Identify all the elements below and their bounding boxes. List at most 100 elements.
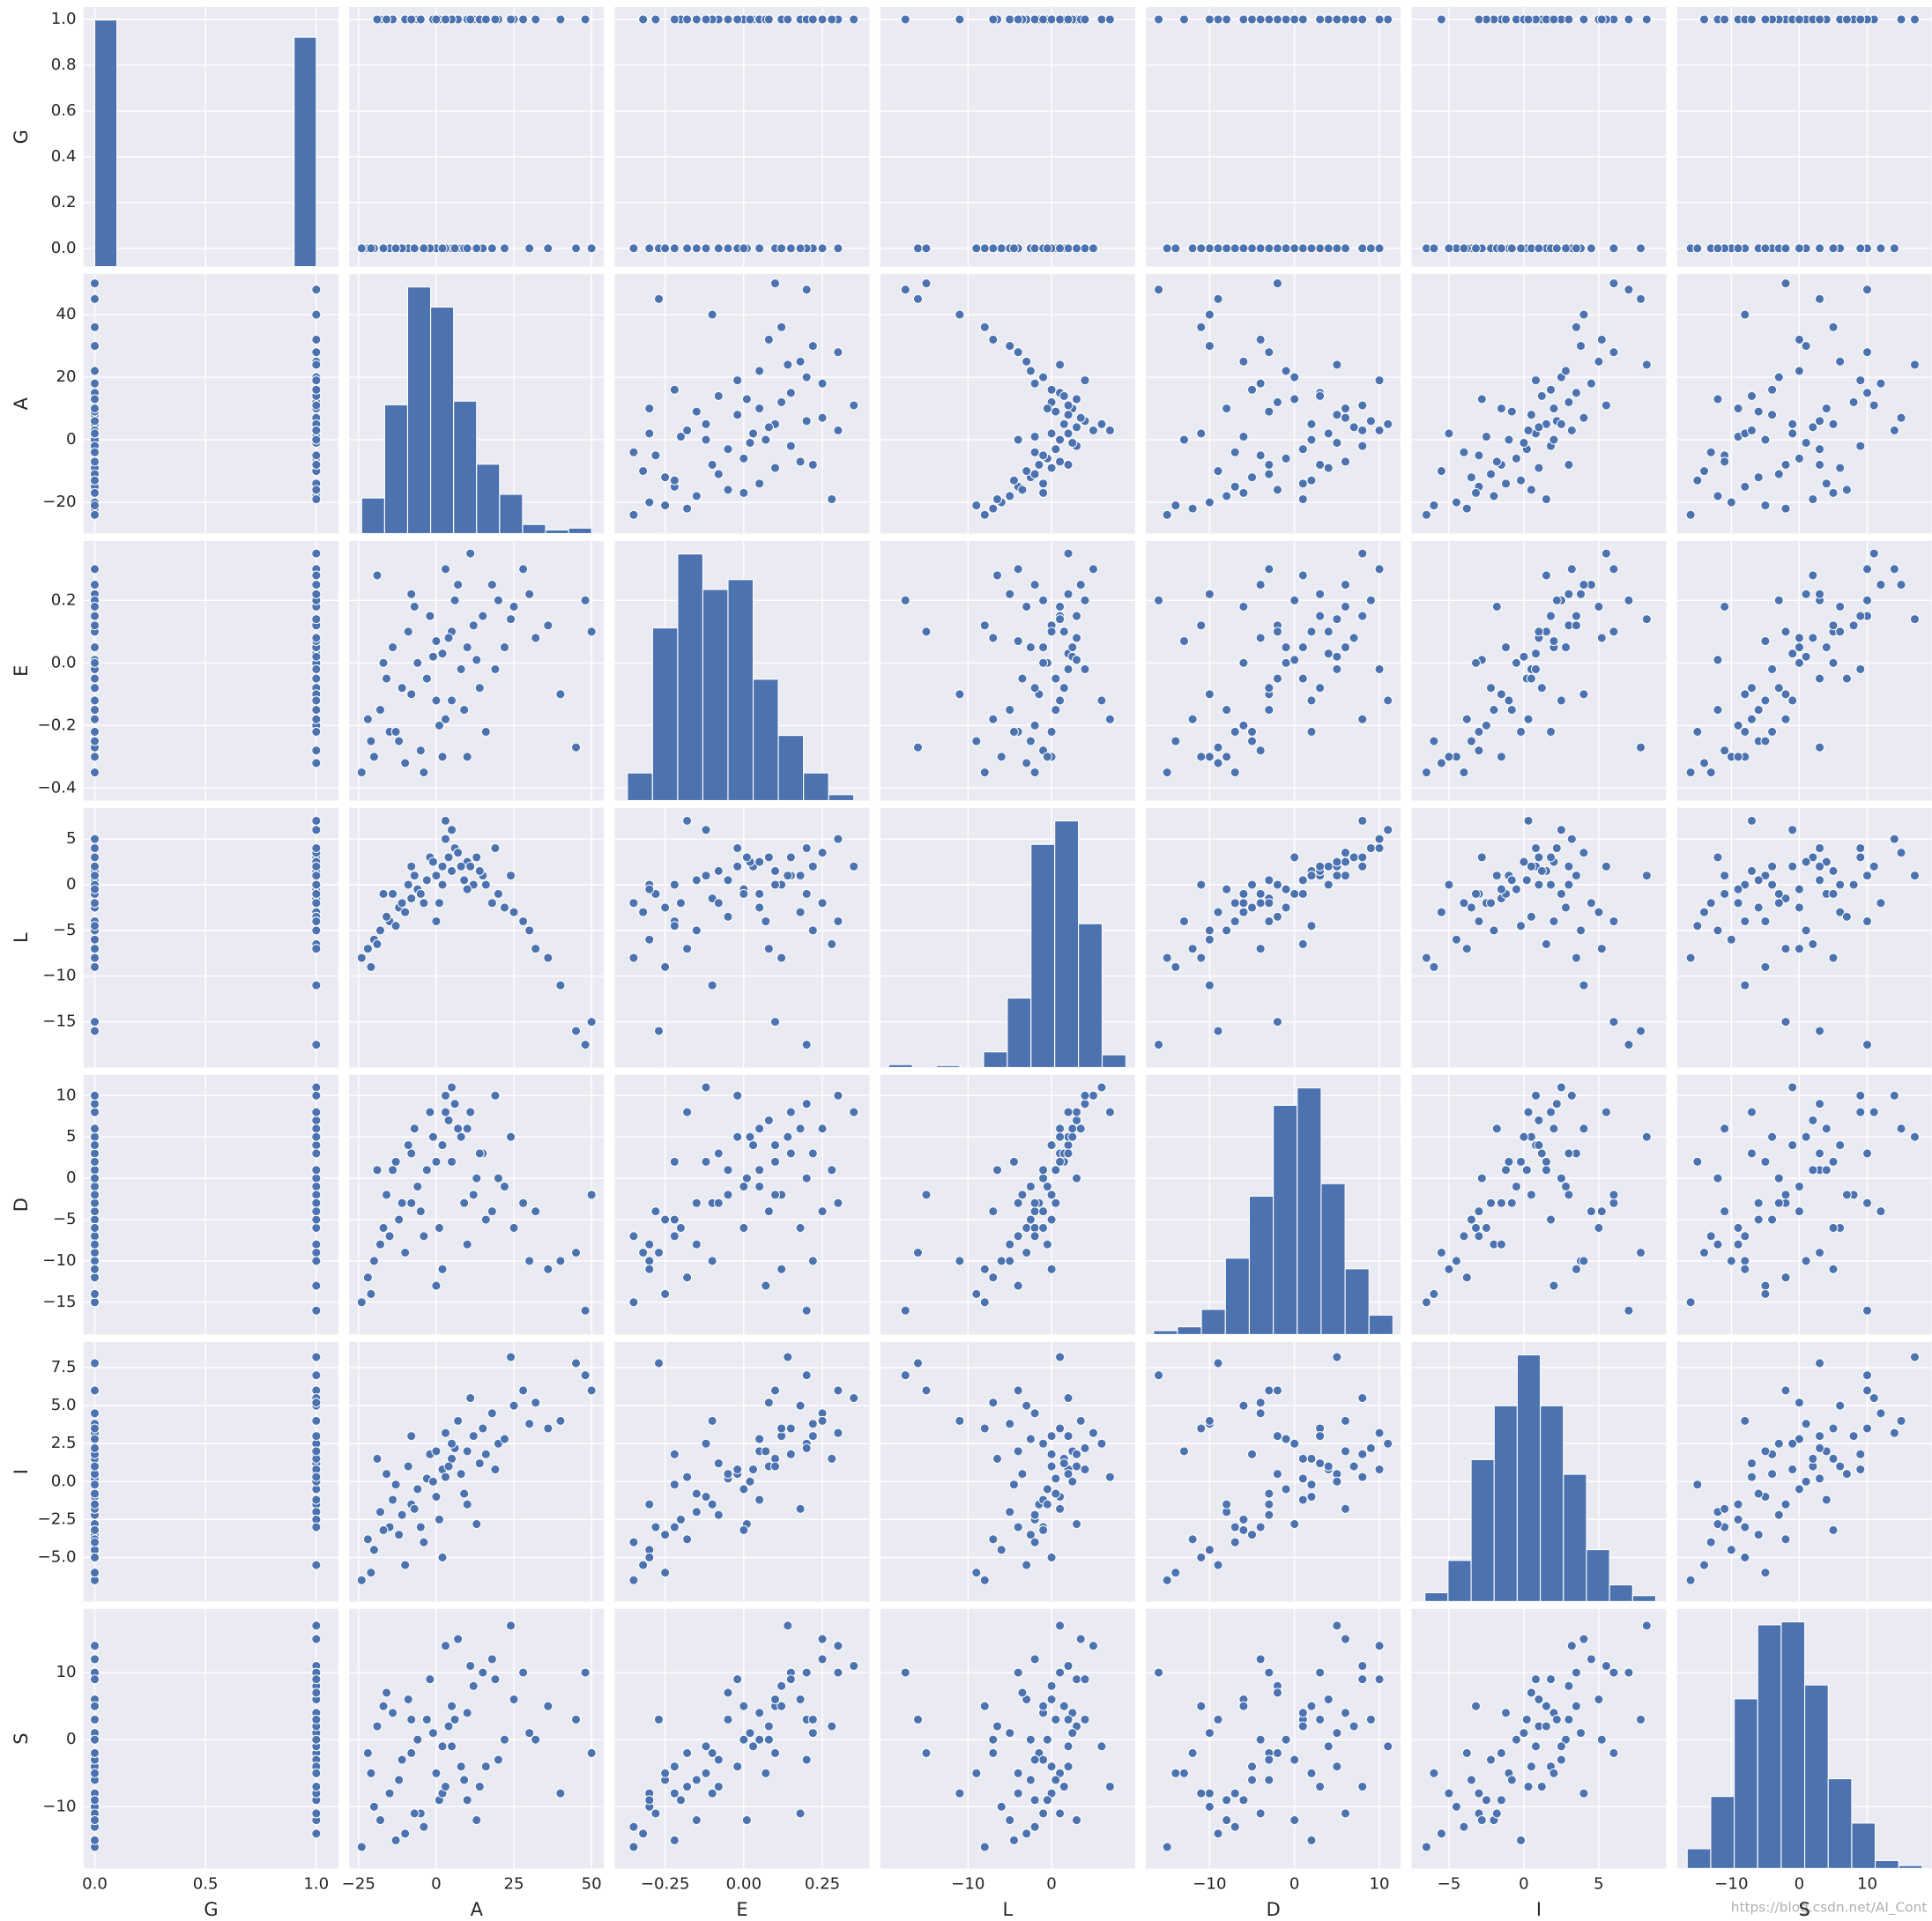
scatter-point [1365, 243, 1376, 254]
scatter-point [1523, 714, 1534, 724]
scatter-point [1516, 1835, 1527, 1845]
scatter-point [1332, 1352, 1342, 1362]
scatter-point [311, 1495, 322, 1505]
scatter-point [543, 1423, 554, 1434]
scatter-point [817, 1415, 828, 1426]
scatter-point [1685, 953, 1696, 963]
scatter-point [89, 1443, 100, 1453]
scatter-point [1264, 1488, 1274, 1499]
scatter-point [701, 825, 711, 835]
scatter-point [89, 1434, 100, 1444]
scatter-point [801, 888, 812, 899]
scatter-point [1315, 243, 1326, 254]
scatter-point [1332, 14, 1342, 25]
scatter-point [311, 1222, 322, 1233]
scatter-point [89, 1288, 100, 1299]
scatter-point [1760, 635, 1771, 646]
scatter-point [1641, 360, 1652, 370]
scatter-point [1323, 1741, 1334, 1752]
scatter-point [1491, 871, 1502, 881]
scatter-point [1861, 916, 1873, 927]
scatter-point [89, 1256, 100, 1266]
scatter-point [1178, 916, 1189, 927]
panel-background [1676, 273, 1932, 534]
scatter-point [409, 1124, 420, 1134]
scatter-point [660, 472, 671, 483]
scatter-point [1780, 1499, 1791, 1509]
scatter-point [421, 1165, 432, 1176]
scatter-point [1571, 1667, 1581, 1678]
scatter-point [1561, 366, 1572, 376]
scatter-point [723, 911, 733, 922]
scatter-point [1067, 438, 1078, 449]
scatter-point [1187, 1747, 1198, 1758]
scatter-point [1042, 1181, 1052, 1192]
scatter-point [763, 1734, 774, 1745]
scatter-point [1740, 309, 1750, 320]
scatter-point [971, 1288, 982, 1299]
scatter-point [1340, 580, 1351, 590]
scatter-point [1055, 1156, 1066, 1167]
scatter-point [732, 1465, 743, 1475]
scatter-point [900, 1370, 910, 1381]
scatter-point [1170, 501, 1181, 511]
scatter-point [1501, 642, 1512, 653]
scatter-point [1357, 861, 1368, 871]
scatter-point [1255, 888, 1266, 899]
scatter-point [955, 309, 965, 320]
scatter-point [400, 1248, 411, 1258]
scatter-point [1753, 1198, 1764, 1208]
scatter-point [1909, 14, 1920, 25]
scatter-point [1038, 1701, 1049, 1711]
scatter-point [763, 1398, 774, 1408]
scatter-point [833, 1667, 843, 1678]
scatter-point [434, 1514, 444, 1524]
scatter-point [669, 1480, 680, 1490]
scatter-point [669, 1835, 680, 1845]
scatter-point [1444, 243, 1454, 254]
scatter-point [754, 902, 765, 913]
scatter-point [833, 347, 843, 358]
scatter-point [653, 1026, 664, 1036]
scatter-point [739, 487, 749, 498]
scatter-point [1104, 14, 1115, 25]
scatter-point [89, 673, 100, 684]
scatter-point [1289, 14, 1300, 25]
scatter-point [732, 410, 743, 420]
scatter-point [1541, 1721, 1551, 1732]
scatter-point [311, 1248, 322, 1258]
scatter-point [713, 469, 724, 479]
scatter-point [1046, 1449, 1057, 1459]
scatter-point [1080, 1099, 1090, 1109]
scatter-point [1306, 1701, 1317, 1711]
scatter-point [472, 655, 482, 665]
scatter-point [311, 375, 322, 386]
scatter-point [827, 1165, 837, 1176]
scatter-point [543, 243, 554, 254]
scatter-point [362, 1747, 373, 1758]
scatter-point [1104, 425, 1115, 435]
scatter-point [311, 726, 322, 737]
scatter-point [1297, 478, 1308, 489]
scatter-point [1017, 485, 1028, 495]
scatter-point [403, 1695, 413, 1705]
scatter-point [1534, 879, 1544, 890]
scatter-point [988, 14, 999, 25]
scatter-point [1429, 1768, 1439, 1778]
scatter-point [1848, 620, 1859, 631]
scatter-point [739, 243, 749, 254]
scatter-point [1289, 655, 1300, 665]
scatter-point [1815, 1431, 1825, 1442]
scatter-point [1046, 463, 1057, 473]
scatter-point [1029, 431, 1040, 442]
scatter-point [1801, 1476, 1811, 1487]
scatter-point [1521, 1714, 1532, 1724]
scatter-point [754, 404, 765, 414]
scatter-point [1038, 487, 1049, 498]
scatter-point [1080, 1674, 1090, 1685]
scatter-point [1808, 1453, 1818, 1464]
scatter-point [1051, 1473, 1061, 1484]
scatter-point [1466, 902, 1476, 913]
scatter-point [1196, 879, 1207, 890]
scatter-point [311, 1415, 322, 1426]
